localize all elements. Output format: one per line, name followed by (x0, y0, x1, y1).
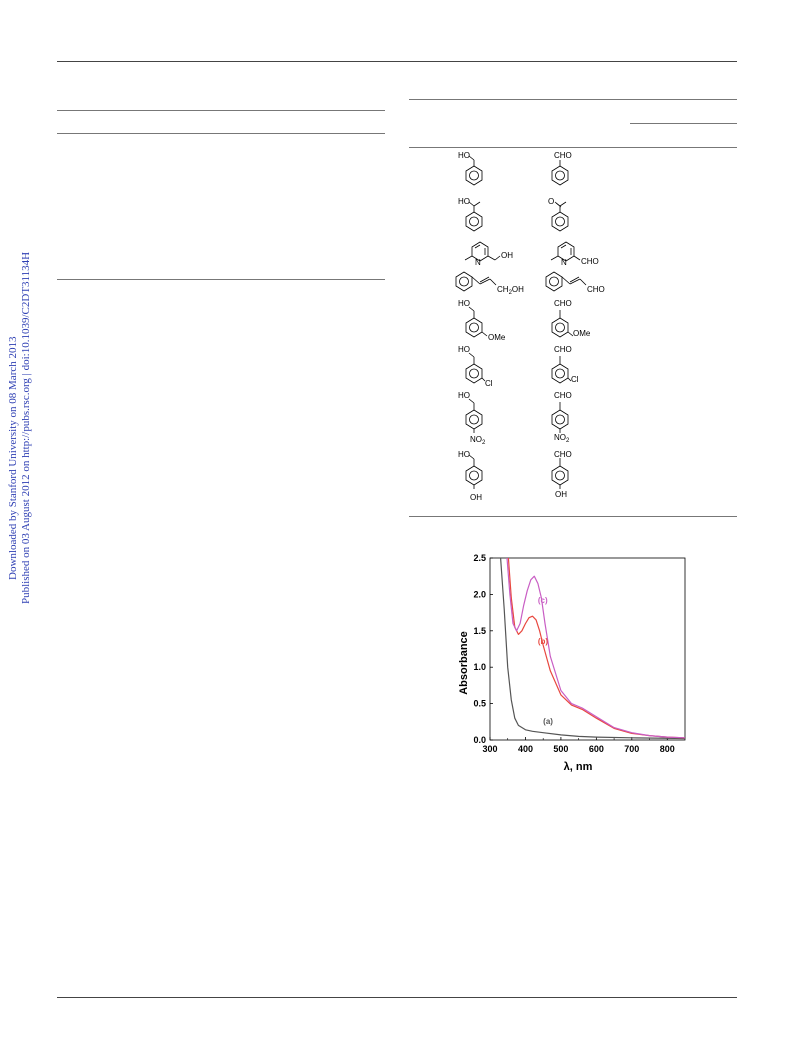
benzaldehyde-structure (551, 160, 569, 186)
plot-frame (489, 557, 686, 741)
r5-left-top: HO (458, 299, 470, 308)
y-tick-label: 0.0 (473, 735, 486, 745)
x-tick-label: 400 (518, 744, 533, 754)
r8-right-label: OH (555, 490, 567, 499)
r7-left-top: HO (458, 391, 470, 400)
chart-axes: 300 400 500 600 700 800 0.0 0.5 1.0 1.5 2.0 2.5 (473, 553, 686, 754)
series-label-b: (b) (538, 637, 549, 646)
hydroxybenzyl-alcohol-structure (465, 454, 483, 489)
right-table-bottom-rule (409, 516, 737, 517)
x-tick-label: 300 (482, 744, 497, 754)
chlorobenzaldehyde-structure (551, 356, 572, 384)
left-table-bottom-rule (57, 279, 385, 280)
nitrobenzaldehyde-structure (551, 402, 569, 433)
r4-left-label: CH2OH (497, 285, 524, 296)
x-tick-label: 600 (589, 744, 604, 754)
hydroxybenzaldehyde-structure (551, 458, 569, 489)
r8-left-label: OH (470, 493, 482, 502)
r2-left-label: HO (458, 197, 470, 206)
r8-right-top: CHO (554, 450, 572, 459)
methoxybenzyl-alcohol-structure (465, 306, 488, 338)
y-tick-label: 0.5 (473, 699, 486, 709)
y-tick-label: 1.0 (473, 662, 486, 672)
x-tick-label: 500 (553, 744, 568, 754)
y-tick-label: 2.5 (473, 553, 486, 563)
right-table-top-rule (409, 99, 737, 100)
r5-right-top: CHO (554, 299, 572, 308)
r1-left-label: HO (458, 151, 470, 160)
r3-left-label: OH (501, 251, 513, 260)
cinnamaldehyde-structure (545, 271, 587, 292)
x-tick-label: 700 (624, 744, 639, 754)
right-table-mid-rule (409, 147, 737, 148)
absorbance-spectrum-chart: 300 400 500 600 700 800 0.0 0.5 1.0 1.5 2.0 2.5 (a)… (440, 545, 700, 780)
r7-left-label: NO2 (470, 435, 486, 446)
cinnamyl-alcohol-structure (455, 271, 497, 292)
chart-series-lines (500, 557, 686, 740)
nitrobenzyl-alcohol-structure (465, 398, 483, 433)
benzyl-alcohol-structure (465, 155, 483, 186)
r6-right-label: Cl (571, 375, 579, 384)
series-label-c: (c) (538, 596, 548, 605)
r3-left-n: N (475, 258, 481, 267)
chlorobenzyl-alcohol-structure (465, 352, 486, 384)
y-tick-label: 2.0 (473, 589, 486, 599)
r2-right-label: O (548, 197, 554, 206)
left-table-mid-rule (57, 133, 385, 134)
r7-right-label: NO2 (554, 433, 570, 444)
x-axis-label: λ, nm (564, 761, 593, 773)
r6-left-label: Cl (485, 379, 493, 388)
r4-right-label: CHO (587, 285, 605, 294)
y-tick-label: 1.5 (473, 626, 486, 636)
series-line-c (506, 557, 686, 739)
header-rule (57, 61, 737, 62)
r7-right-top: CHO (554, 391, 572, 400)
series-line-a (500, 557, 686, 740)
r6-right-top: CHO (554, 345, 572, 354)
pyridylmethanol-structure (464, 241, 501, 262)
chart-series-labels: (a) (b) (c) (538, 596, 553, 726)
r3-right-label: CHO (581, 257, 599, 266)
r8-left-top: HO (458, 450, 470, 459)
watermark-line-1: Downloaded by Stanford University on 08 … (7, 336, 19, 580)
series-label-a: (a) (543, 717, 553, 726)
y-axis-label: Absorbance (458, 631, 470, 695)
r3-right-n: N (561, 258, 567, 267)
r5-right-label: OMe (573, 329, 591, 338)
series-line-b (507, 557, 686, 739)
watermark-line-2: Published on 03 August 2012 on http://pu… (20, 252, 32, 604)
acetophenone-structure (551, 201, 569, 232)
footer-rule (57, 997, 737, 998)
r5-left-label: OMe (488, 333, 506, 342)
right-table-col-rule (630, 123, 737, 124)
x-tick-label: 800 (660, 744, 675, 754)
left-table-top-rule (57, 110, 385, 111)
r1-right-label: CHO (554, 151, 572, 160)
download-watermark: Downloaded by Stanford University on 08 … (0, 0, 40, 1039)
substrate-structure-table: HO CHO HO O N OH N CHO CH2OH CHO HO OMe … (450, 148, 630, 508)
methoxybenzaldehyde-structure (551, 310, 574, 338)
pyridinecarbaldehyde-structure (550, 241, 581, 262)
phenylethanol-structure (465, 201, 483, 232)
r6-left-top: HO (458, 345, 470, 354)
